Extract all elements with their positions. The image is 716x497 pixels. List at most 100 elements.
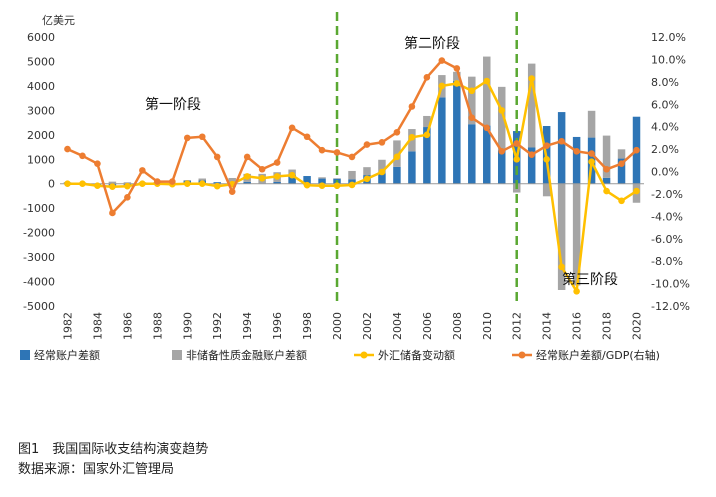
line-point (573, 288, 580, 295)
x-tick-label: 2002 (361, 312, 374, 340)
line-point (543, 142, 550, 150)
x-tick-label: 2006 (421, 312, 434, 340)
x-tick-label: 1988 (151, 312, 164, 340)
line-point (228, 188, 236, 195)
line-point (408, 103, 416, 110)
right-tick-label: -6.0% (651, 233, 683, 246)
line-point (273, 173, 281, 180)
line-point (423, 74, 431, 81)
x-tick-label: 2016 (571, 312, 584, 340)
line-point (408, 133, 416, 141)
right-tick-label: -12.0% (651, 300, 690, 313)
right-axis-ticks: 12.0% 10.0% 8.0% 6.0% 4.0% 2.0% 0.0% -2.0% -4.0%… (651, 31, 690, 313)
line-point (79, 152, 86, 160)
line-point (573, 148, 580, 155)
line-point (378, 168, 386, 176)
right-tick-label: 0.0% (651, 166, 679, 179)
legend-label: 经常账户差额/GDP(右轴) (536, 348, 660, 362)
line-point (318, 182, 326, 189)
x-tick-label: 1986 (121, 312, 134, 340)
legend-swatch-point (360, 351, 368, 359)
right-tick-label: -2.0% (651, 188, 683, 201)
line-point (603, 165, 610, 173)
bar (273, 181, 281, 184)
line-point (438, 57, 446, 64)
x-tick-label: 2008 (451, 312, 464, 340)
line-point (588, 150, 595, 157)
x-tick-label: 2004 (391, 312, 404, 340)
bar (617, 158, 626, 184)
bar (483, 125, 491, 184)
bar (617, 149, 626, 159)
line-point (213, 153, 221, 161)
x-tick-label: 1992 (211, 312, 224, 340)
line-point (124, 193, 131, 201)
line-point (528, 151, 535, 158)
line-point (288, 124, 296, 132)
line-point (558, 263, 565, 271)
legend: 经常账户差额 非储备性质金融账户差额 外汇储备变动额 经常账户差额/GDP(右轴) (20, 348, 660, 362)
line-point (528, 75, 535, 82)
line-point (618, 197, 625, 205)
right-tick-label: 8.0% (651, 76, 679, 89)
left-axis-ticks: -5000 -4000 -3000 -2000 -1000 0 1000 2000 3000 40… (23, 31, 55, 313)
left-tick-label: 5000 (27, 55, 55, 68)
bar (602, 177, 611, 184)
line-point (198, 133, 206, 141)
line-point (154, 178, 161, 185)
line-point (483, 77, 491, 85)
line-point (273, 159, 281, 166)
bar (572, 183, 581, 286)
line-point (303, 133, 311, 141)
line-point (558, 137, 565, 145)
bar (498, 86, 506, 151)
x-tick-label: 1998 (301, 312, 314, 340)
line-point (393, 128, 401, 136)
bar (557, 183, 566, 290)
right-tick-label: 4.0% (651, 121, 679, 134)
x-tick-label: 2014 (541, 312, 554, 340)
chart: 亿美元 -5000 -4000 -3000 -2000 -1000 0 1000 2000 30… (20, 12, 690, 362)
bar (333, 178, 341, 179)
right-tick-label: -10.0% (651, 278, 690, 291)
line-point (363, 141, 371, 148)
line-point (243, 153, 251, 161)
right-tick-label: 12.0% (651, 31, 686, 44)
bar (423, 127, 431, 184)
line-point (633, 146, 640, 154)
line-point (243, 173, 251, 180)
line-point (378, 139, 386, 146)
x-tick-label: 2000 (331, 312, 344, 340)
legend-label: 外汇储备变动额 (378, 348, 455, 362)
legend-swatch (172, 350, 182, 360)
bar (453, 80, 461, 184)
line-point (483, 124, 491, 132)
right-tick-label: 6.0% (651, 98, 679, 111)
left-tick-label: -1000 (23, 202, 55, 215)
line-point (348, 181, 356, 189)
line-point (393, 153, 401, 161)
line-point (423, 131, 431, 139)
x-tick-label: 1996 (271, 312, 284, 340)
line-point (213, 182, 221, 190)
right-tick-label: 10.0% (651, 53, 686, 66)
right-tick-label: 2.0% (651, 143, 679, 156)
bar (453, 71, 461, 81)
bar (288, 174, 296, 184)
bar (423, 115, 431, 128)
bar (228, 177, 236, 184)
bar (483, 56, 491, 126)
x-tick-label: 2018 (601, 312, 614, 340)
bar (318, 178, 326, 184)
bar (348, 179, 356, 184)
bar (318, 177, 326, 179)
x-tick-label: 2010 (481, 312, 494, 340)
bar (557, 112, 566, 184)
bar (468, 76, 476, 125)
line-point (468, 87, 476, 95)
line-point (64, 145, 71, 153)
left-tick-label: 0 (48, 178, 55, 191)
bar (243, 181, 251, 184)
line-point (498, 148, 506, 155)
